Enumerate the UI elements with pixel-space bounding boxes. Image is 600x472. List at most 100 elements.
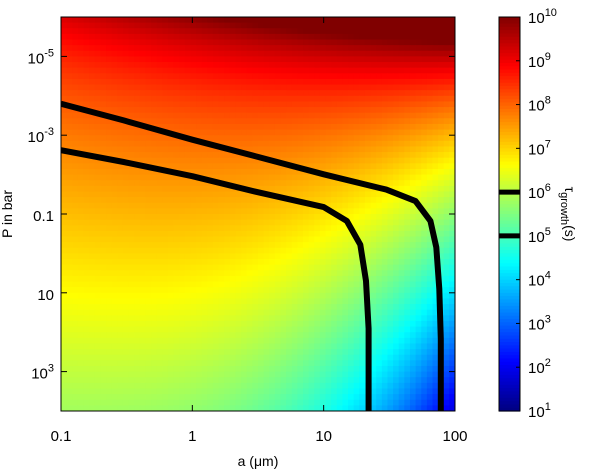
heatmap-cell xyxy=(167,275,175,283)
heatmap-cell xyxy=(325,191,332,198)
heatmap-cell xyxy=(117,292,124,300)
heatmap-cell xyxy=(241,168,248,176)
heatmap-cell xyxy=(184,382,192,390)
heatmap-cell xyxy=(134,371,141,378)
heatmap-cell xyxy=(353,225,360,232)
heatmap-cell xyxy=(207,22,214,29)
heatmap-cell xyxy=(128,225,135,232)
heatmap-cell xyxy=(83,315,90,322)
heatmap-cell xyxy=(111,332,118,339)
heatmap-cell xyxy=(280,315,287,322)
heatmap-cell xyxy=(218,157,225,164)
heatmap-cell xyxy=(381,118,389,125)
heatmap-cell xyxy=(61,242,68,249)
heatmap-cell xyxy=(398,28,405,35)
heatmap-cell xyxy=(167,140,175,148)
heatmap-cell xyxy=(83,236,90,243)
heatmap-cell xyxy=(353,123,360,131)
heatmap-cell xyxy=(184,270,192,277)
heatmap-cell xyxy=(308,95,315,103)
heatmap-cell xyxy=(111,50,118,57)
heatmap-cell xyxy=(314,349,321,356)
heatmap-cell xyxy=(235,73,242,80)
heatmap-cell xyxy=(128,185,135,193)
heatmap-cell xyxy=(151,242,158,249)
heatmap-cell xyxy=(426,135,434,142)
heatmap-cell xyxy=(151,264,158,271)
heatmap-cell xyxy=(331,382,338,390)
heatmap-cell xyxy=(134,17,141,24)
heatmap-cell xyxy=(151,191,158,198)
heatmap-cell xyxy=(252,365,259,373)
heatmap-cell xyxy=(258,22,265,29)
heatmap-cell xyxy=(122,304,130,311)
heatmap-cell xyxy=(196,168,203,176)
heatmap-cell xyxy=(94,365,101,373)
heatmap-cell xyxy=(376,219,383,226)
heatmap-cell xyxy=(432,129,439,136)
heatmap-cell xyxy=(387,208,394,215)
heatmap-cell xyxy=(449,405,455,411)
heatmap-cell xyxy=(308,230,315,238)
heatmap-cell xyxy=(145,22,152,29)
heatmap-cell xyxy=(106,73,113,80)
heatmap-cell xyxy=(201,349,208,356)
heatmap-cell xyxy=(246,208,253,215)
heatmap-cell xyxy=(263,140,270,148)
heatmap-cell xyxy=(443,33,450,41)
heatmap-cell xyxy=(342,140,349,148)
heatmap-cell xyxy=(308,157,315,164)
heatmap-cell xyxy=(319,326,327,333)
heatmap-cell xyxy=(66,140,73,148)
heatmap-cell xyxy=(246,84,253,91)
heatmap-cell xyxy=(297,140,304,148)
heatmap-cell xyxy=(139,118,147,125)
heatmap-cell xyxy=(128,320,135,328)
heatmap-cell xyxy=(94,146,101,153)
heatmap-cell xyxy=(393,185,400,193)
heatmap-cell xyxy=(100,214,107,221)
heatmap-cell xyxy=(139,140,147,148)
heatmap-cell xyxy=(263,45,270,52)
heatmap-cell xyxy=(404,259,411,266)
heatmap-cell xyxy=(117,33,124,41)
heatmap-cell xyxy=(336,326,344,333)
heatmap-cell xyxy=(409,253,417,260)
heatmap-cell xyxy=(438,140,445,148)
heatmap-cell xyxy=(61,157,68,164)
heatmap-cell xyxy=(134,180,141,187)
heatmap-cell xyxy=(128,394,135,401)
heatmap-cell xyxy=(167,202,175,209)
heatmap-cell xyxy=(280,343,287,350)
heatmap-cell xyxy=(342,78,349,86)
heatmap-cell xyxy=(404,298,411,305)
heatmap-cell xyxy=(263,90,270,97)
heatmap-cell xyxy=(162,95,169,103)
heatmap-cell xyxy=(207,101,214,108)
heatmap-cell xyxy=(151,394,158,401)
heatmap-cell xyxy=(167,343,175,350)
heatmap-cell xyxy=(297,152,304,159)
heatmap-cell xyxy=(246,399,253,406)
heatmap-cell xyxy=(134,382,141,390)
heatmap-cell xyxy=(438,123,445,131)
heatmap-cell xyxy=(331,326,338,333)
heatmap-cell xyxy=(111,45,118,52)
heatmap-cell xyxy=(100,33,107,41)
heatmap-cell xyxy=(291,281,298,288)
heatmap-cell xyxy=(269,146,276,153)
heatmap-cell xyxy=(72,123,79,131)
heatmap-cell xyxy=(173,225,180,232)
heatmap-cell xyxy=(184,22,192,29)
heatmap-cell xyxy=(314,354,321,361)
heatmap-cell xyxy=(449,107,455,114)
heatmap-cell xyxy=(196,185,203,193)
heatmap-cell xyxy=(336,33,344,41)
heatmap-cell xyxy=(61,118,68,125)
heatmap-cell xyxy=(404,309,411,316)
heatmap-cell xyxy=(184,326,192,333)
heatmap-cell xyxy=(319,315,327,322)
heatmap-cell xyxy=(409,405,417,411)
heatmap-cell xyxy=(173,332,180,339)
heatmap-cell xyxy=(415,309,422,316)
